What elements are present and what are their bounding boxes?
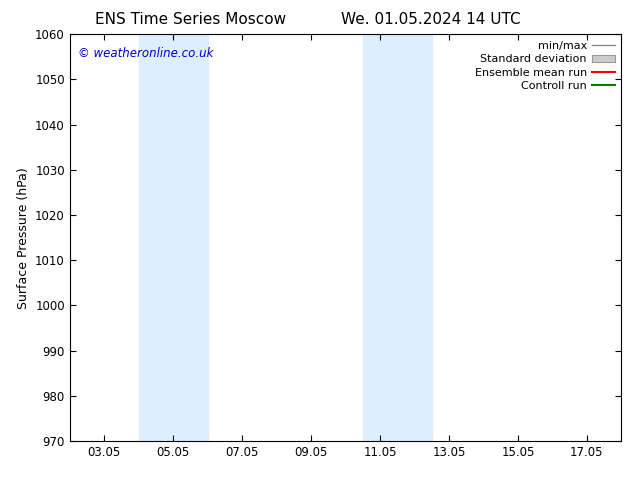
Bar [363, 34, 432, 441]
Legend: min/max, Standard deviation, Ensemble mean run, Controll run: min/max, Standard deviation, Ensemble me… [470, 37, 619, 96]
Bar [139, 34, 207, 441]
Text: ENS Time Series Moscow: ENS Time Series Moscow [94, 12, 286, 27]
Y-axis label: Surface Pressure (hPa): Surface Pressure (hPa) [16, 167, 30, 309]
Text: We. 01.05.2024 14 UTC: We. 01.05.2024 14 UTC [341, 12, 521, 27]
Text: © weatheronline.co.uk: © weatheronline.co.uk [78, 47, 214, 59]
